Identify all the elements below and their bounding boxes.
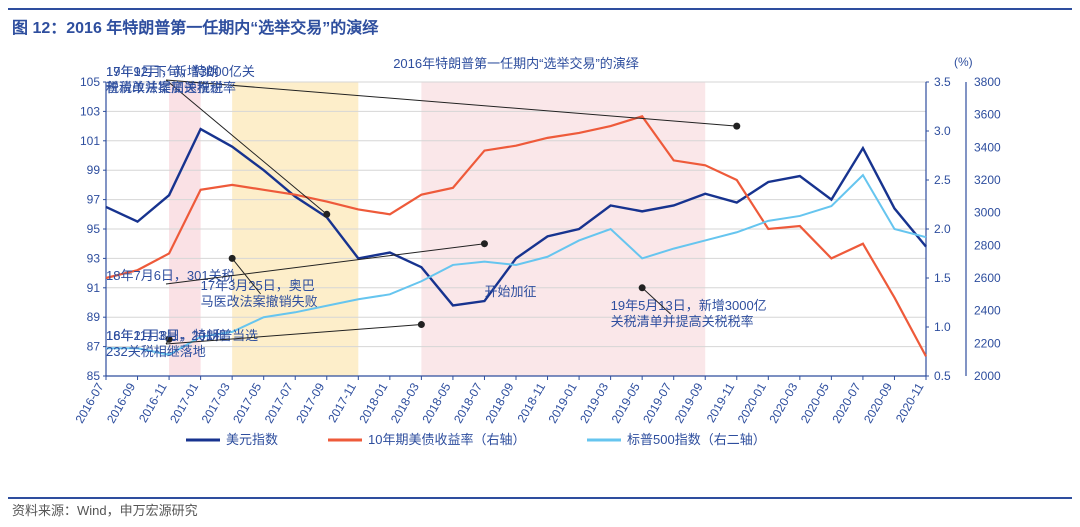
annotation: 关税清单并提高关税税率 bbox=[611, 314, 754, 329]
x-tick: 2017-05 bbox=[230, 380, 264, 425]
x-tick: 2017-01 bbox=[167, 380, 201, 425]
x-tick: 2018-09 bbox=[482, 380, 516, 425]
x-tick: 2020-07 bbox=[829, 380, 863, 425]
legend-label: 10年期美债收益率（右轴） bbox=[368, 432, 525, 447]
x-tick: 2019-07 bbox=[640, 380, 674, 425]
x-tick: 2018-07 bbox=[451, 380, 485, 425]
y-right1-tick: 1.0 bbox=[934, 320, 951, 334]
annotation: 开始加征 bbox=[484, 284, 536, 299]
annotation: 马医改法案撤销失败 bbox=[201, 294, 318, 309]
y-left-tick: 105 bbox=[80, 75, 100, 89]
x-tick: 2019-11 bbox=[704, 380, 738, 425]
y-right2-tick: 2600 bbox=[974, 271, 1001, 285]
y-right2-tick: 3200 bbox=[974, 173, 1001, 187]
y-right2-tick: 3000 bbox=[974, 206, 1001, 220]
y-right2-tick: 2200 bbox=[974, 336, 1001, 350]
x-tick: 2017-11 bbox=[325, 380, 359, 425]
y-left-tick: 91 bbox=[87, 281, 101, 295]
x-tick: 2016-09 bbox=[104, 380, 138, 425]
y-right1-tick: 3.5 bbox=[934, 75, 951, 89]
x-tick: 2018-01 bbox=[356, 380, 390, 425]
x-tick: 2020-03 bbox=[766, 380, 800, 425]
x-tick: 2017-09 bbox=[293, 380, 327, 425]
y-right1-tick: 2.5 bbox=[934, 173, 951, 187]
y-right1-tick: 2.0 bbox=[934, 222, 951, 236]
annotation: 19年12月，新增3000亿关 bbox=[106, 64, 255, 79]
y-left-tick: 93 bbox=[87, 251, 101, 265]
x-tick: 2020-11 bbox=[893, 380, 927, 425]
x-tick: 2016-07 bbox=[72, 380, 106, 425]
y-left-tick: 101 bbox=[80, 134, 100, 148]
x-tick: 2018-05 bbox=[419, 380, 453, 425]
x-tick: 2020-01 bbox=[735, 380, 769, 425]
x-tick: 2020-05 bbox=[798, 380, 832, 425]
y-right2-tick: 2800 bbox=[974, 238, 1001, 252]
y-right1-unit: (%) bbox=[954, 55, 973, 69]
y-right1-tick: 1.5 bbox=[934, 271, 951, 285]
figure-title: 2016 年特朗普第一任期内“选举交易”的演绎 bbox=[66, 20, 378, 37]
y-left-tick: 99 bbox=[87, 163, 101, 177]
source-line: 资料来源：Wind，申万宏源研究 bbox=[12, 500, 198, 519]
y-left-tick: 89 bbox=[87, 310, 101, 324]
y-right2-tick: 3400 bbox=[974, 140, 1001, 154]
x-tick: 2017-07 bbox=[262, 380, 296, 425]
y-right2-tick: 2000 bbox=[974, 369, 1001, 383]
x-tick: 2017-03 bbox=[199, 380, 233, 425]
x-tick: 2020-09 bbox=[861, 380, 895, 425]
annotation: 税清单并提高关税税率 bbox=[106, 80, 236, 95]
y-right2-tick: 2400 bbox=[974, 304, 1001, 318]
annotation: 19年5月13日，新增3000亿 bbox=[611, 298, 767, 313]
y-right1-tick: 3.0 bbox=[934, 124, 951, 138]
x-tick: 2018-03 bbox=[388, 380, 422, 425]
y-right1-tick: 0.5 bbox=[934, 369, 951, 383]
y-right2-tick: 3800 bbox=[974, 75, 1001, 89]
legend-label: 标普500指数（右二轴） bbox=[627, 432, 766, 447]
y-right2-tick: 3600 bbox=[974, 108, 1001, 122]
legend-label: 美元指数 bbox=[226, 432, 278, 447]
y-left-tick: 97 bbox=[87, 193, 101, 207]
y-left-tick: 103 bbox=[80, 104, 100, 118]
x-tick: 2018-11 bbox=[514, 380, 548, 425]
x-tick: 2016-11 bbox=[136, 380, 170, 425]
chart-title: 2016年特朗普第一任期内“选举交易”的演绎 bbox=[393, 56, 639, 71]
annotation: 232关税相继落地 bbox=[106, 344, 206, 359]
y-left-tick: 95 bbox=[87, 222, 101, 236]
chart-area: 2016年特朗普第一任期内“选举交易”的演绎(%)858789919395979… bbox=[60, 52, 1020, 452]
annotation: 18年7月6日，301关税 bbox=[106, 268, 235, 283]
x-tick: 2019-09 bbox=[672, 380, 706, 425]
y-left-tick: 87 bbox=[87, 340, 101, 354]
figure-number: 图 12： bbox=[12, 20, 66, 37]
x-tick: 2019-01 bbox=[546, 380, 580, 425]
x-tick: 2019-05 bbox=[609, 380, 643, 425]
x-tick: 2019-03 bbox=[577, 380, 611, 425]
